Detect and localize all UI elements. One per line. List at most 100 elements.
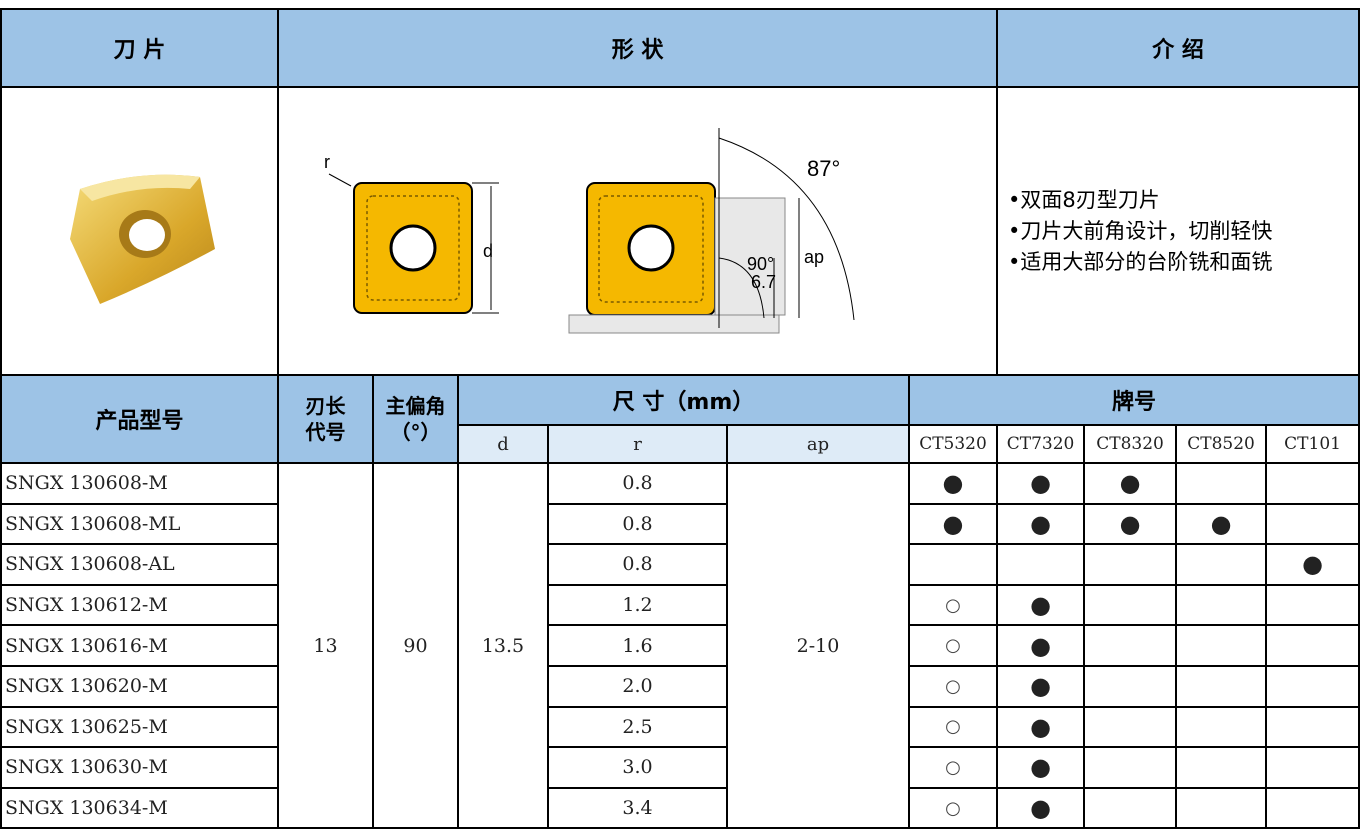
- grade-mark: ●: [907, 462, 999, 505]
- diagram-cell: d r 87° 90° 6.7 ap: [276, 86, 999, 376]
- grade-mark: ●: [996, 786, 1086, 829]
- header-line: 刃长: [305, 394, 346, 418]
- model-cell: SNGX 130625-M: [0, 705, 279, 749]
- intro-cell: •双面8刃型刀片 •刀片大前角设计，切削轻快 •适用大部分的台阶铣和面铣: [996, 86, 1361, 376]
- grade-mark: ●: [1083, 462, 1178, 505]
- grade-mark: [1083, 664, 1178, 708]
- data-row: SNGX 130608-ML 0.8 ● ● ● ●: [0, 502, 1361, 546]
- r-cell: 3.4: [547, 786, 728, 829]
- grade-mark: [1083, 705, 1178, 749]
- grade-mark: [1265, 462, 1361, 505]
- grade-mark: [1083, 786, 1178, 829]
- data-row: SNGX 130616-M 1.6 ○ ●: [0, 624, 1361, 667]
- diagram-label: r: [324, 152, 330, 172]
- grade-mark: [1175, 746, 1268, 789]
- grade-mark: [1083, 583, 1178, 627]
- grade-mark: ●: [996, 462, 1086, 505]
- spec-table: 刀 片形 状介 绍 d r 87° 90° 6.7 ap •双面8刃型刀片 •刀片…: [0, 8, 1361, 829]
- header-cell: 主偏角 （°）: [372, 374, 459, 464]
- grade-mark: ○: [907, 705, 999, 749]
- grade-mark: [1265, 502, 1361, 546]
- grade-mark: [907, 543, 999, 586]
- grade-mark: [1175, 543, 1268, 586]
- grade-mark: [1083, 543, 1178, 586]
- merged-cell: 13.5: [457, 461, 549, 829]
- grade-header: CT101: [1265, 424, 1361, 464]
- grade-mark: ●: [996, 624, 1086, 667]
- r-cell: 1.6: [547, 624, 728, 667]
- grade-mark: ●: [996, 664, 1086, 708]
- grade-mark: ○: [907, 664, 999, 708]
- diagram-label: d: [483, 241, 493, 261]
- grade-mark: [1175, 624, 1268, 667]
- sub-header: r: [547, 424, 728, 464]
- grade-mark: ○: [907, 786, 999, 829]
- header-cell: 刀 片: [0, 8, 279, 88]
- insert-photo: [69, 174, 215, 304]
- grade-header: CT7320: [996, 424, 1086, 464]
- grade-mark: ●: [996, 705, 1086, 749]
- grade-mark: ●: [996, 746, 1086, 789]
- grade-mark: [1083, 624, 1178, 667]
- intro-bullet: •刀片大前角设计，切削轻快: [1008, 218, 1273, 243]
- insert-diagram: d r 87° 90° 6.7 ap: [324, 128, 855, 334]
- model-cell: SNGX 130608-M: [0, 462, 279, 505]
- grade-mark: [996, 543, 1086, 586]
- header-cell: 介 绍: [996, 8, 1361, 88]
- grade-mark: [1175, 462, 1268, 505]
- data-row: SNGX 130630-M 3.0 ○ ●: [0, 746, 1361, 789]
- grade-mark: [1265, 786, 1361, 829]
- grade-mark: [1175, 786, 1268, 829]
- data-row: SNGX 130634-M 3.4 ○ ●: [0, 786, 1361, 829]
- merged-cell: 13: [277, 461, 374, 829]
- model-cell: SNGX 130620-M: [0, 664, 279, 708]
- data-row: SNGX 130608-M 13 90 13.5 0.8 2-10 ● ● ●: [0, 461, 1361, 829]
- r-cell: 1.2: [547, 583, 728, 627]
- grade-mark: [1265, 746, 1361, 789]
- r-cell: 2.5: [547, 705, 728, 749]
- spec-table-wrap: 刀 片形 状介 绍 d r 87° 90° 6.7 ap •双面8刃型刀片 •刀片…: [0, 8, 1361, 829]
- grade-mark: [1175, 705, 1268, 749]
- grade-mark: ●: [1265, 543, 1361, 586]
- r-cell: 0.8: [547, 502, 728, 546]
- sub-header: d: [457, 424, 549, 464]
- grade-header: CT8320: [1083, 424, 1178, 464]
- grade-mark: [1265, 664, 1361, 708]
- intro-bullet: •适用大部分的台阶铣和面铣: [1008, 249, 1273, 274]
- data-row: SNGX 130625-M 2.5 ○ ●: [0, 705, 1361, 749]
- grade-mark: [1265, 583, 1361, 627]
- model-cell: SNGX 130616-M: [0, 624, 279, 667]
- data-row: SNGX 130620-M 2.0 ○ ●: [0, 664, 1361, 708]
- grade-mark: ○: [907, 583, 999, 627]
- merged-cell: 2-10: [726, 461, 910, 829]
- grade-mark: ●: [1175, 502, 1268, 546]
- grade-mark: ○: [907, 746, 999, 789]
- model-cell: SNGX 130630-M: [0, 746, 279, 789]
- grade-mark: [1175, 664, 1268, 708]
- r-cell: 2.0: [547, 664, 728, 708]
- header-line: 代号: [305, 420, 346, 444]
- diagram-label: 90°: [747, 254, 774, 274]
- grade-mark: ●: [1083, 502, 1178, 546]
- sub-header: ap: [726, 424, 910, 464]
- data-row: SNGX 130612-M 1.2 ○ ●: [0, 583, 1361, 627]
- header-line: 主偏角: [385, 394, 446, 418]
- grade-header: CT8520: [1175, 424, 1268, 464]
- header-cell: 刃长 代号: [277, 374, 374, 464]
- header-cell: 牌号: [907, 374, 1361, 426]
- grade-mark: ○: [907, 624, 999, 667]
- model-cell: SNGX 130634-M: [0, 786, 279, 829]
- header-cell: 形 状: [276, 8, 999, 88]
- grade-mark: ●: [907, 502, 999, 546]
- diagram-label: 6.7: [751, 272, 776, 292]
- grade-mark: ●: [996, 502, 1086, 546]
- diagram-label: ap: [804, 247, 824, 267]
- grade-mark: [1175, 583, 1268, 627]
- diagram-label: 87°: [807, 156, 840, 181]
- grade-mark: [1265, 624, 1361, 667]
- grade-mark: [1265, 705, 1361, 749]
- grade-mark: [1083, 746, 1178, 789]
- model-cell: SNGX 130608-AL: [0, 543, 279, 586]
- merged-cell: 90: [372, 461, 459, 829]
- header-cell: 产品型号: [0, 374, 279, 464]
